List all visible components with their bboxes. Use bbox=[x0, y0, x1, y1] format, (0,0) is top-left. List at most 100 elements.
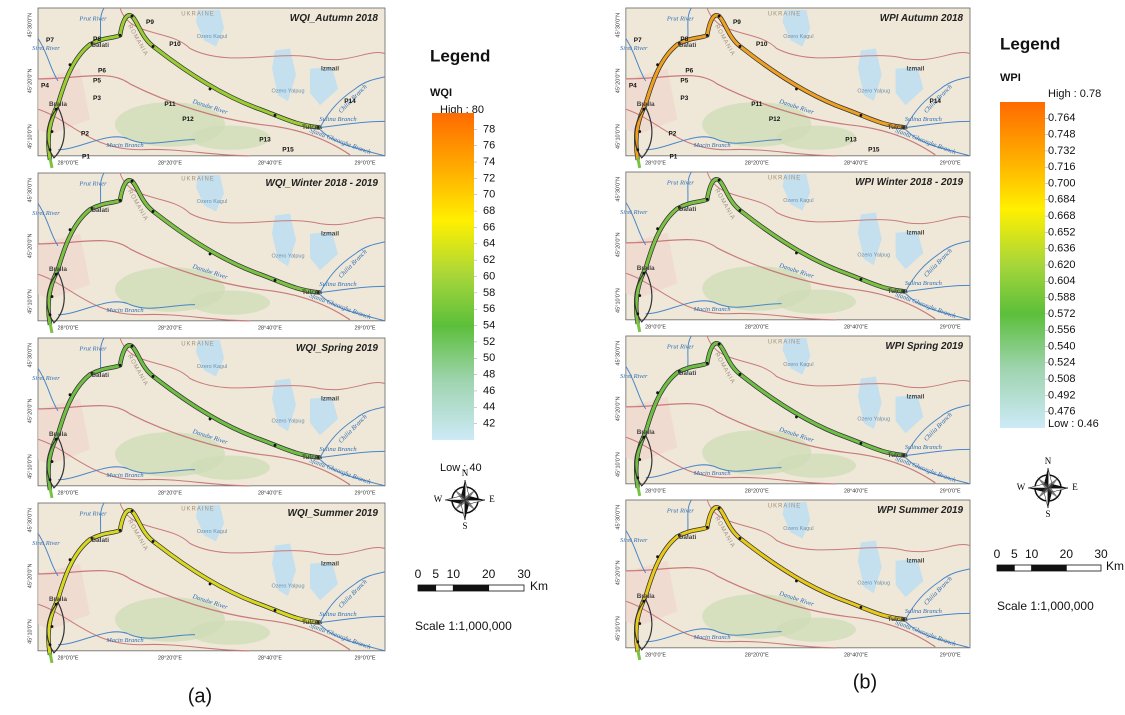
latitude-label: 45°10'0"N bbox=[27, 124, 33, 149]
place-label: Macin Branch bbox=[693, 306, 731, 313]
sampling-point bbox=[69, 393, 72, 396]
scale-tick-label: 10 bbox=[447, 567, 461, 581]
station-label: P4 bbox=[629, 83, 637, 90]
place-label: Galati bbox=[91, 537, 109, 544]
place-label: Prut River bbox=[666, 344, 694, 351]
sampling-point bbox=[131, 15, 134, 18]
latitude-label: 45°20'0"N bbox=[27, 564, 33, 589]
sampling-point bbox=[274, 609, 277, 612]
danube-arm bbox=[638, 650, 640, 660]
longitude-label: 28°0'0"E bbox=[645, 488, 666, 494]
longitude-label: 29°0'0"E bbox=[354, 325, 375, 331]
place-label: Ozero Yalpug bbox=[857, 416, 890, 422]
place-label: Ozero Kagul bbox=[197, 529, 227, 535]
sampling-point bbox=[656, 63, 659, 66]
legend-tick-label: 0.572 bbox=[1048, 308, 1076, 320]
map-panel: Prut RiverSiret RiverGalatiBrailaDanube … bbox=[615, 500, 970, 660]
legend-tick-label: 68 bbox=[483, 205, 495, 217]
place-label: Braila bbox=[49, 596, 67, 603]
place-label: Macin Branch bbox=[105, 142, 143, 149]
map-panel: Prut RiverSiret RiverGalatiBrailaDanube … bbox=[615, 8, 970, 168]
place-label: Izmail bbox=[321, 395, 339, 402]
sampling-point bbox=[860, 442, 863, 445]
compass-e: E bbox=[1072, 482, 1078, 492]
longitude-label: 28°40'0"E bbox=[258, 325, 282, 331]
page: Prut RiverSiret RiverGalatiBrailaDanube … bbox=[0, 0, 1125, 715]
sampling-point bbox=[49, 478, 52, 481]
figure: Prut RiverSiret RiverGalatiBrailaDanube … bbox=[0, 0, 1125, 715]
longitude-label: 29°0'0"E bbox=[940, 488, 961, 494]
sampling-point bbox=[209, 253, 212, 256]
map-title: WPI Spring 2019 bbox=[885, 341, 963, 352]
place-label: Prut River bbox=[78, 16, 107, 23]
terrain bbox=[777, 617, 856, 641]
terrain bbox=[190, 620, 270, 644]
station-label: P9 bbox=[733, 19, 741, 26]
sampling-point bbox=[152, 45, 155, 48]
compass-n: N bbox=[462, 468, 469, 478]
longitude-label: 28°0'0"E bbox=[57, 655, 78, 661]
place-label: Galati bbox=[678, 42, 696, 49]
place-label: UKRAINE bbox=[768, 176, 801, 182]
place-label: Siret River bbox=[620, 537, 648, 544]
scale-tick-label: 20 bbox=[1060, 547, 1074, 561]
sampling-point bbox=[638, 294, 641, 297]
color-ramp bbox=[1000, 102, 1045, 428]
legend-tick-label: 0.556 bbox=[1048, 324, 1076, 336]
legend-tick-label: 56 bbox=[483, 303, 495, 315]
compass-s: S bbox=[1045, 509, 1050, 519]
legend-tick-label: 74 bbox=[483, 156, 495, 168]
place-label: Siret River bbox=[32, 210, 60, 217]
legend-tick-label: 64 bbox=[483, 238, 495, 250]
place-label: Izmail bbox=[321, 560, 339, 567]
longitude-label: 29°0'0"E bbox=[940, 324, 961, 330]
sampling-point bbox=[718, 179, 721, 182]
station-label: P10 bbox=[756, 41, 768, 48]
legend-tick-label: 72 bbox=[483, 172, 495, 184]
sampling-point bbox=[795, 252, 798, 255]
place-label: Prut River bbox=[666, 180, 694, 187]
map-panel: Prut RiverSiret RiverGalatiBrailaDanube … bbox=[27, 173, 385, 333]
legend-tick-label: 44 bbox=[483, 401, 495, 413]
longitude-label: 28°40'0"E bbox=[844, 488, 868, 494]
place-label: Izmail bbox=[907, 393, 925, 400]
longitude-label: 28°20'0"E bbox=[745, 324, 769, 330]
legend-tick-label: 60 bbox=[483, 270, 495, 282]
place-label: Izmail bbox=[907, 557, 925, 564]
panel-caption: (b) bbox=[853, 671, 877, 693]
sampling-point bbox=[69, 63, 72, 66]
place-label: Ozero Yalpug bbox=[857, 252, 890, 258]
sampling-point bbox=[860, 114, 863, 117]
compass-s: S bbox=[462, 521, 467, 531]
longitude-label: 28°20'0"E bbox=[158, 655, 182, 661]
sampling-point bbox=[739, 373, 742, 376]
longitude-label: 28°40'0"E bbox=[258, 160, 282, 166]
sampling-point bbox=[209, 583, 212, 586]
scale-segment bbox=[997, 565, 1014, 571]
place-label: Macin Branch bbox=[693, 142, 731, 149]
station-label: P6 bbox=[98, 67, 106, 74]
legend-tick-label: 0.684 bbox=[1048, 194, 1076, 206]
scale-ratio: Scale 1:1,000,000 bbox=[997, 599, 1094, 613]
place-label: Ozero Yalpug bbox=[271, 253, 304, 259]
sampling-point bbox=[55, 603, 58, 606]
station-label: P11 bbox=[751, 101, 762, 108]
legend-tick-label: 48 bbox=[483, 369, 495, 381]
map-panel: Prut RiverSiret RiverGalatiBrailaDanube … bbox=[27, 338, 385, 498]
sampling-point bbox=[49, 148, 52, 151]
place-label: Ozero Kagul bbox=[197, 364, 227, 370]
scale-tick-label: 0 bbox=[415, 567, 422, 581]
sampling-point bbox=[152, 540, 155, 543]
latitude-label: 45°30'0"N bbox=[615, 177, 621, 202]
station-label: P14 bbox=[930, 98, 942, 105]
sampling-point bbox=[718, 507, 721, 510]
station-label: P14 bbox=[344, 98, 356, 105]
north-arrow: NSEW bbox=[434, 468, 496, 531]
longitude-label: 28°20'0"E bbox=[158, 160, 182, 166]
compass-n: N bbox=[1045, 456, 1052, 466]
longitude-label: 28°20'0"E bbox=[158, 490, 182, 496]
sampling-point bbox=[209, 418, 212, 421]
place-label: Ozero Yalpug bbox=[271, 88, 304, 94]
place-label: UKRAINE bbox=[768, 340, 801, 346]
place-label: UKRAINE bbox=[768, 504, 801, 510]
